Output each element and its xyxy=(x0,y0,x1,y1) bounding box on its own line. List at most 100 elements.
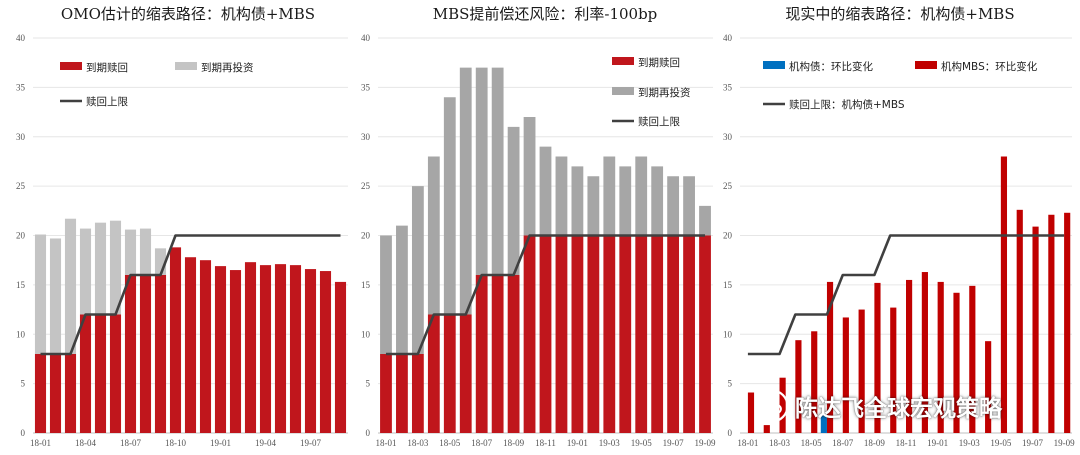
p1-xtick-label: 19-01 xyxy=(210,438,231,448)
p2-ytick-label: 20 xyxy=(361,231,371,241)
p1-legend-swatch xyxy=(60,62,82,70)
p2-bar-matured xyxy=(667,235,680,433)
p1-xtick-label: 18-04 xyxy=(75,438,96,448)
p2-legend-label: 到期赎回 xyxy=(638,56,680,69)
p2-bar-reinvest xyxy=(507,126,520,275)
p2-xtick-label: 19-05 xyxy=(631,438,652,448)
p2-xtick-label: 19-07 xyxy=(663,438,684,448)
p1-bar-matured xyxy=(304,269,317,433)
p1-bar-matured xyxy=(34,354,47,433)
p2-ytick-label: 35 xyxy=(361,82,371,92)
p3-bar-agency-mbs xyxy=(969,285,976,433)
p2-bar-matured xyxy=(523,235,536,433)
p2-cap-line xyxy=(385,234,706,356)
p1-ytick-label: 25 xyxy=(16,181,26,191)
p3-bar-agency-mbs xyxy=(890,307,897,433)
p3-xtick-label: 18-07 xyxy=(832,438,853,448)
p3-bar-agency-mbs xyxy=(1032,226,1039,433)
p2-legend-label: 到期再投资 xyxy=(638,86,691,99)
p2-bar-reinvest xyxy=(539,146,552,236)
p2-ytick-label: 15 xyxy=(361,280,371,290)
p2-bar-matured xyxy=(443,314,456,433)
p1-ytick-label: 0 xyxy=(21,428,26,438)
p1-ytick-label: 35 xyxy=(16,82,26,92)
p2-ytick-label: 40 xyxy=(361,33,371,43)
p3-bar-agency-mbs xyxy=(747,392,755,433)
p2-bar-matured xyxy=(555,235,568,433)
p2-bar-matured xyxy=(683,235,695,433)
p2-legend-swatch xyxy=(612,87,634,95)
p3-bar-agency-mbs xyxy=(795,340,802,433)
p3-bar-agency-mbs xyxy=(826,281,834,433)
p2-bar-reinvest xyxy=(411,186,424,354)
p3-xtick-label: 19-03 xyxy=(959,438,980,448)
p3-bar-agency-mbs xyxy=(779,377,786,433)
p2-xtick-label: 18-11 xyxy=(535,438,556,448)
p3-xtick-label: 18-03 xyxy=(769,438,790,448)
p1-bar-reinvest xyxy=(139,228,152,275)
p3-title: 现实中的缩表路径：机构债+MBS xyxy=(785,5,1014,23)
p3-xtick-label: 19-09 xyxy=(1054,438,1075,448)
p3-bar-agency-mbs xyxy=(985,341,992,433)
p3-xtick-label: 19-05 xyxy=(990,438,1011,448)
p2-title: MBS提前偿还风险：利率-100bp xyxy=(433,5,658,23)
p2-bar-matured xyxy=(507,275,520,433)
p2-xtick-label: 19-01 xyxy=(567,438,588,448)
p3-xtick-label: 18-11 xyxy=(896,438,917,448)
p3-bar-agency-mbs xyxy=(937,281,944,433)
p2-bar-matured xyxy=(491,275,504,433)
p2-bar-matured xyxy=(651,235,664,433)
p1-bar-matured xyxy=(139,275,152,433)
p2-bar-matured xyxy=(619,235,632,433)
p2-bar-matured xyxy=(571,235,584,433)
p1-bar-matured xyxy=(154,275,167,433)
p2-bar-reinvest xyxy=(459,67,472,315)
p2-bar-reinvest xyxy=(380,235,392,354)
p1-bar-matured xyxy=(124,275,137,433)
p3-legend-swatch xyxy=(763,61,785,69)
p3-bar-agency-mbs xyxy=(1064,212,1071,433)
p2-bar-reinvest xyxy=(635,156,648,236)
p3-bar-agency-mbs xyxy=(874,282,881,433)
p2-ytick-label: 10 xyxy=(361,329,371,339)
p1-legend-swatch xyxy=(175,62,197,70)
p2-bar-matured xyxy=(539,235,552,433)
p1-xtick-label: 18-01 xyxy=(30,438,51,448)
p3-bar-agency-mbs xyxy=(842,317,849,433)
p3-bar-agency-mbs xyxy=(1048,214,1055,433)
p3-bar-agency-mbs xyxy=(921,272,928,433)
p1-bar-matured xyxy=(109,314,122,433)
p1-bar-reinvest xyxy=(34,234,47,354)
p2-bar-reinvest xyxy=(427,156,440,315)
p1-bar-matured xyxy=(184,257,197,433)
p2-xtick-label: 18-03 xyxy=(407,438,428,448)
p1-bar-reinvest xyxy=(109,220,122,315)
p2-ytick-label: 5 xyxy=(366,379,371,389)
p1-bar-matured xyxy=(334,281,347,433)
p3-ytick-label: 5 xyxy=(728,379,733,389)
p3-ytick-label: 0 xyxy=(728,428,733,438)
p3-bar-agency-mbs xyxy=(763,425,770,433)
p2-bar-reinvest xyxy=(619,166,632,236)
p2-xtick-label: 18-07 xyxy=(471,438,492,448)
p3-ytick-label: 25 xyxy=(723,181,733,191)
p3-legend-label: 赎回上限：机构债+MBS xyxy=(789,98,905,111)
p1-bar-matured xyxy=(244,262,257,433)
p3-ytick-label: 10 xyxy=(723,329,733,339)
p2-bar-reinvest xyxy=(523,117,536,236)
p1-bar-matured xyxy=(169,247,182,433)
p2-bar-reinvest xyxy=(667,176,680,236)
p2-bar-reinvest xyxy=(699,205,711,236)
p1-title: OMO估计的缩表路径：机构债+MBS xyxy=(61,5,315,23)
p2-bar-matured xyxy=(396,354,408,433)
p2-ytick-label: 25 xyxy=(361,181,371,191)
p2-bar-reinvest xyxy=(555,156,568,236)
p1-xtick-label: 19-07 xyxy=(300,438,321,448)
p3-bar-agency-mbs xyxy=(953,292,960,433)
p3-ytick-label: 40 xyxy=(723,33,733,43)
p1-bar-matured xyxy=(79,314,92,433)
p3-ytick-label: 15 xyxy=(723,280,733,290)
p2-bar-matured xyxy=(475,275,488,433)
p3-xtick-label: 19-07 xyxy=(1022,438,1043,448)
p2-bar-reinvest xyxy=(603,156,616,236)
